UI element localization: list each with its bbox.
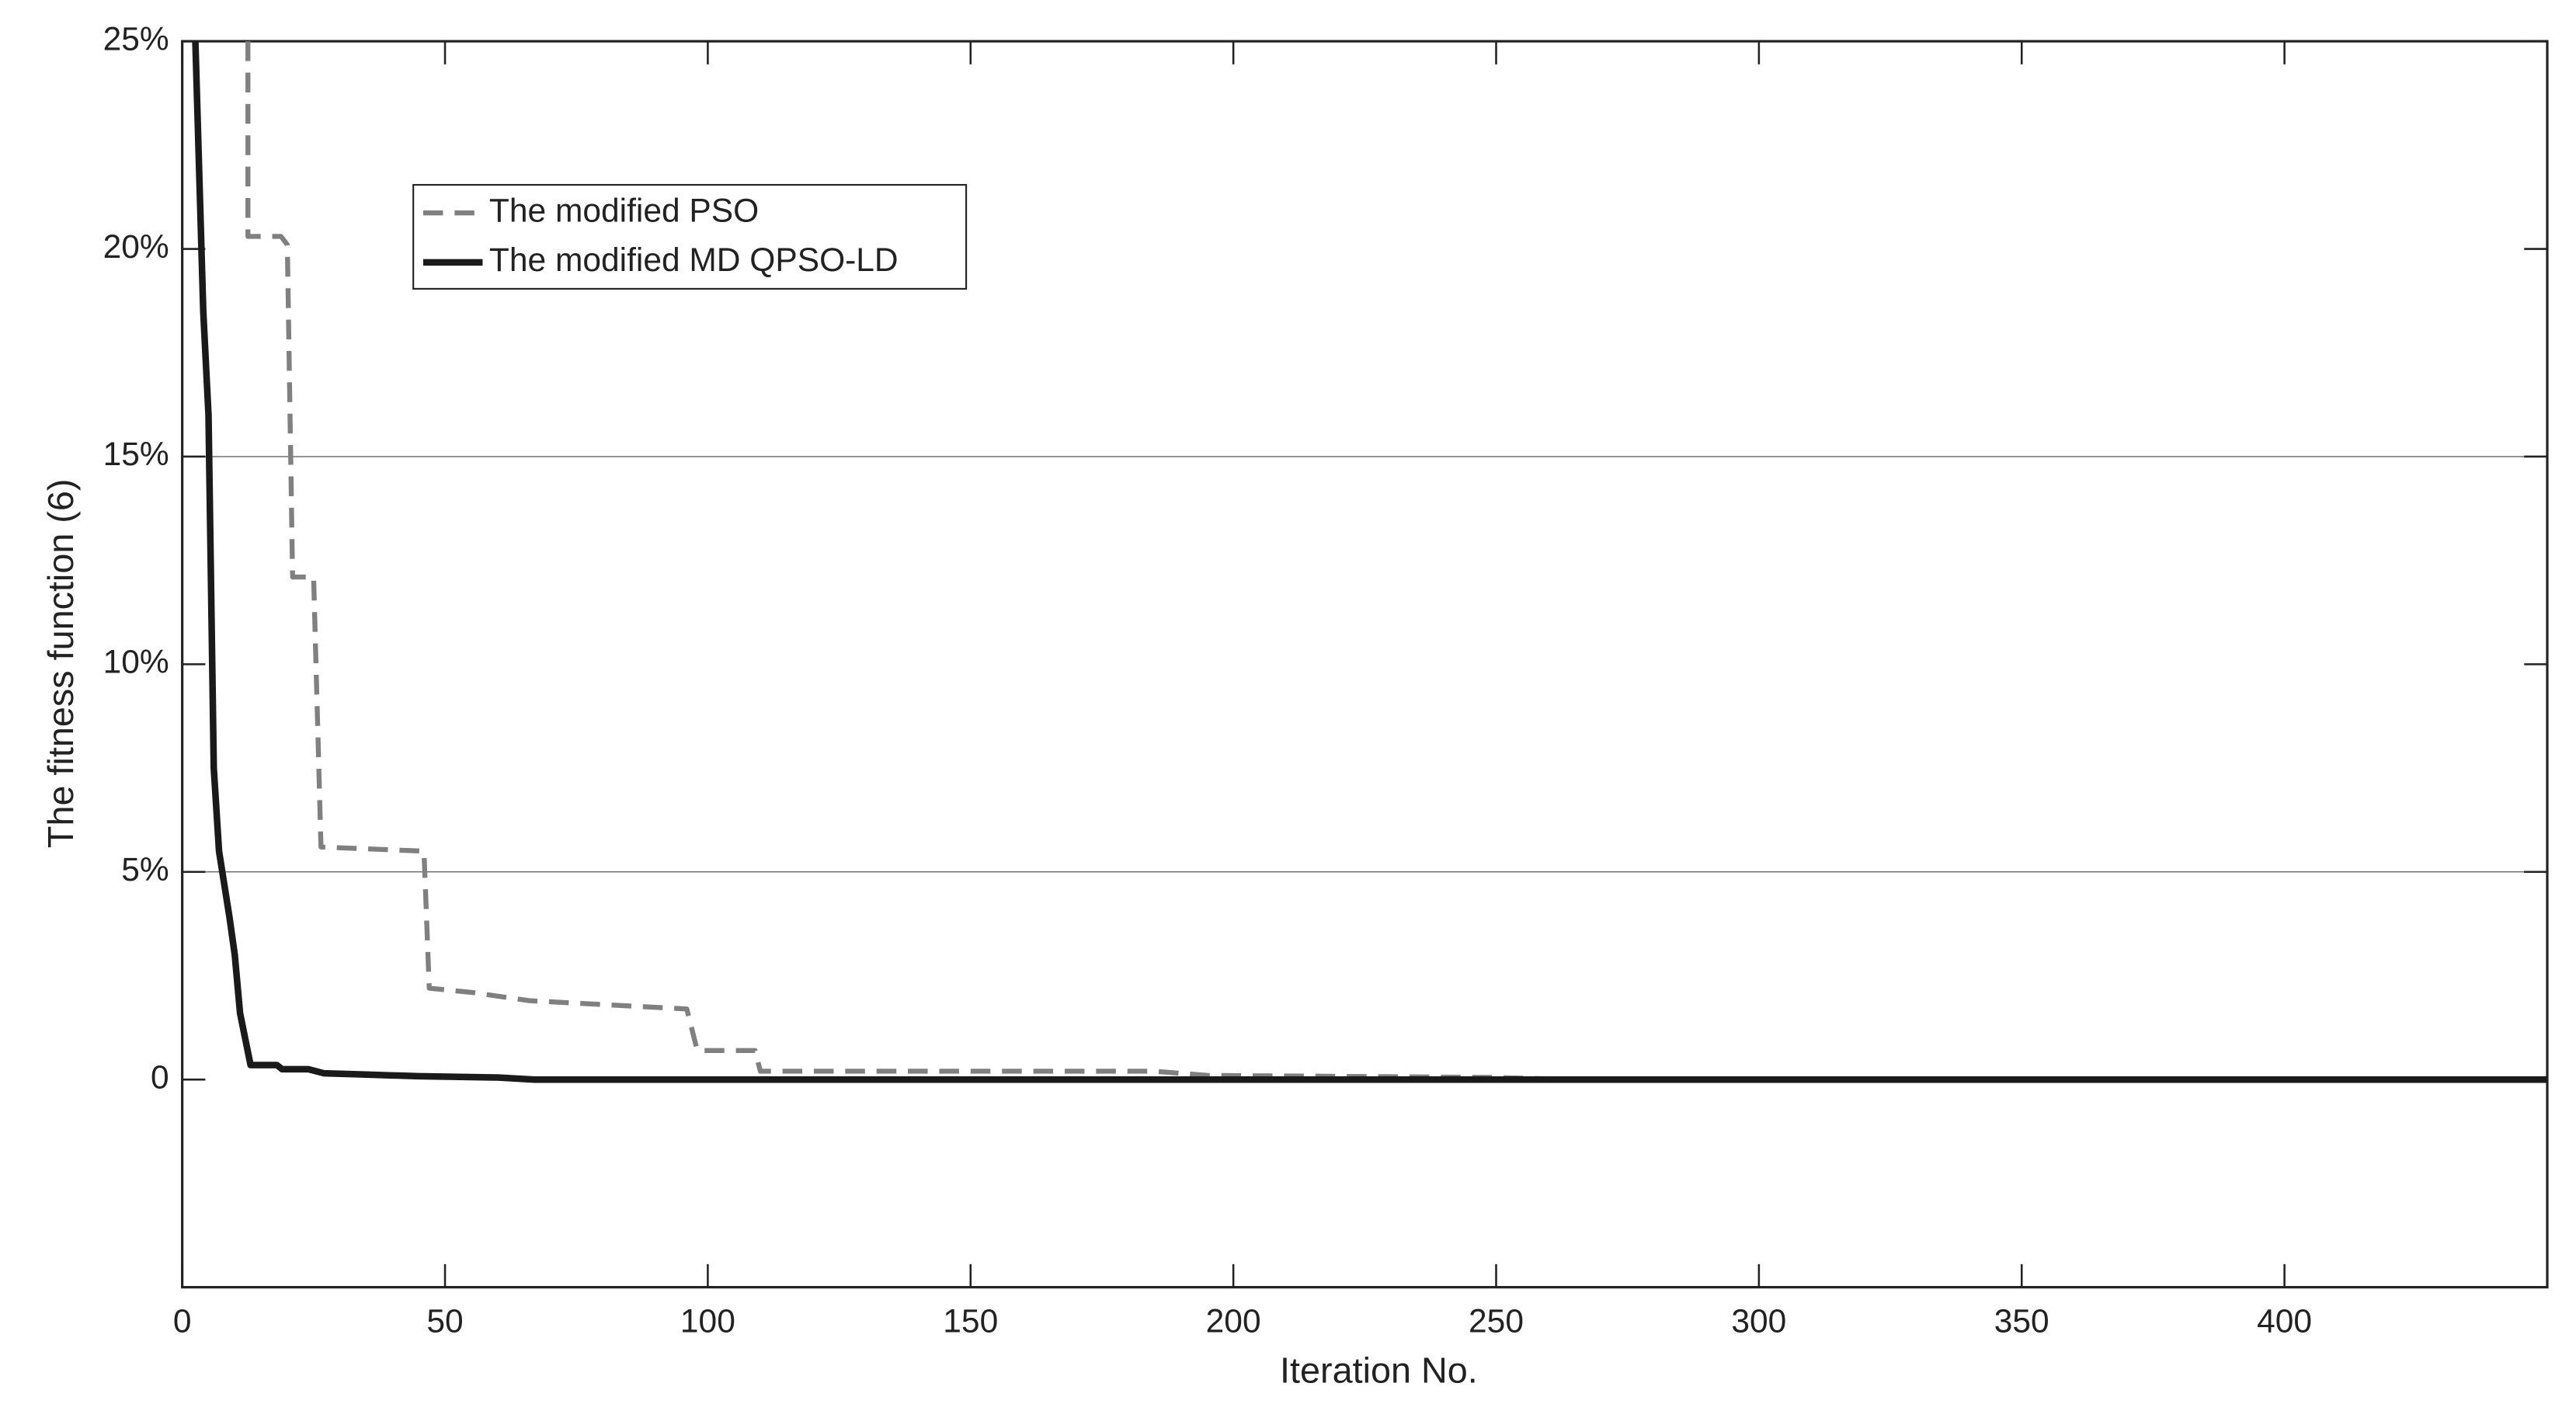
y-axis-label: The fitness function (6) (40, 479, 81, 849)
y-tick-label: 25% (103, 21, 169, 57)
y-tick-label: 15% (103, 436, 169, 473)
x-tick-label: 100 (680, 1304, 735, 1340)
x-tick-label: 350 (1994, 1304, 2049, 1340)
legend-box (412, 183, 968, 290)
x-tick-label: 150 (943, 1304, 998, 1340)
x-tick-label: 250 (1469, 1304, 1524, 1340)
legend-label: The modified MD QPSO-LD (489, 242, 899, 279)
y-tick-label: 10% (103, 645, 169, 681)
y-tick-label: 5% (121, 852, 169, 888)
y-tick-label: 0 (151, 1059, 169, 1096)
x-tick-label: 200 (1206, 1304, 1261, 1340)
series-line (245, 41, 2547, 1083)
x-tick-label: 300 (1731, 1304, 1786, 1340)
y-tick-label: 20% (103, 229, 169, 266)
x-tick-label: 400 (2257, 1304, 2312, 1340)
x-tick-label: 50 (426, 1304, 463, 1340)
x-axis-label: Iteration No. (1280, 1350, 1478, 1390)
series-line (192, 41, 2547, 1083)
x-tick-label: 0 (173, 1304, 192, 1340)
legend-label: The modified PSO (489, 193, 759, 229)
